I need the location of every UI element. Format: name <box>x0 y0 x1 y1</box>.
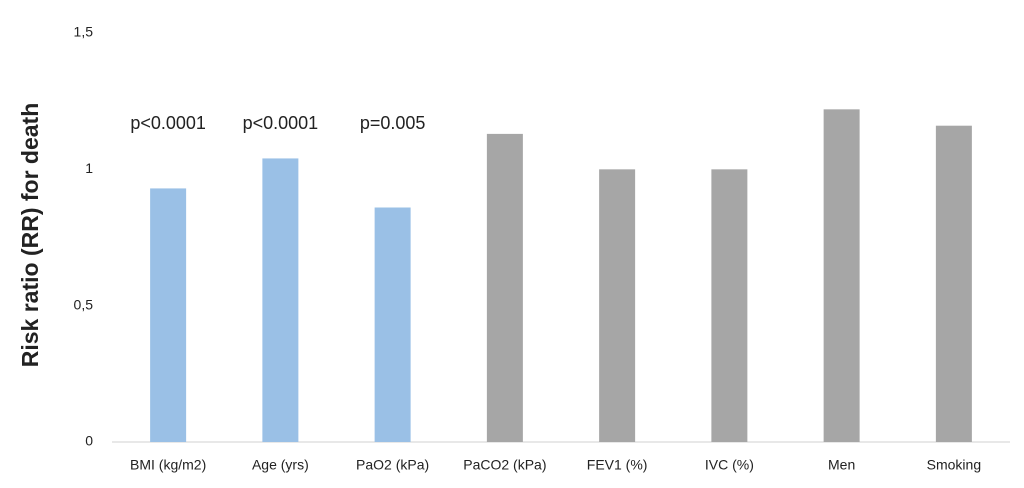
x-tick-label: FEV1 (%) <box>587 457 648 473</box>
bar <box>823 109 860 442</box>
x-tick-label: PaCO2 (kPa) <box>463 457 546 473</box>
bar <box>262 158 299 442</box>
bar <box>486 133 523 443</box>
y-tick-label: 0 <box>85 433 93 449</box>
x-tick-label: BMI (kg/m2) <box>130 457 206 473</box>
x-tick-label: Smoking <box>927 457 981 473</box>
annotation: p<0.0001 <box>130 113 206 133</box>
bar <box>599 169 636 443</box>
bar <box>711 169 748 443</box>
annotation: p<0.0001 <box>243 113 319 133</box>
bar <box>935 125 972 442</box>
x-tick-label: IVC (%) <box>705 457 754 473</box>
bar <box>374 207 411 442</box>
y-tick-label: 0,5 <box>74 296 94 312</box>
x-tick-label: Age (yrs) <box>252 457 309 473</box>
y-axis-title: Risk ratio (RR) for death <box>17 103 43 368</box>
annotation: p=0.005 <box>360 113 426 133</box>
x-tick-label: Men <box>828 457 855 473</box>
bar <box>150 188 187 442</box>
x-tick-label: PaO2 (kPa) <box>356 457 429 473</box>
y-tick-label: 1,5 <box>74 24 94 40</box>
y-tick-label: 1 <box>85 160 93 176</box>
